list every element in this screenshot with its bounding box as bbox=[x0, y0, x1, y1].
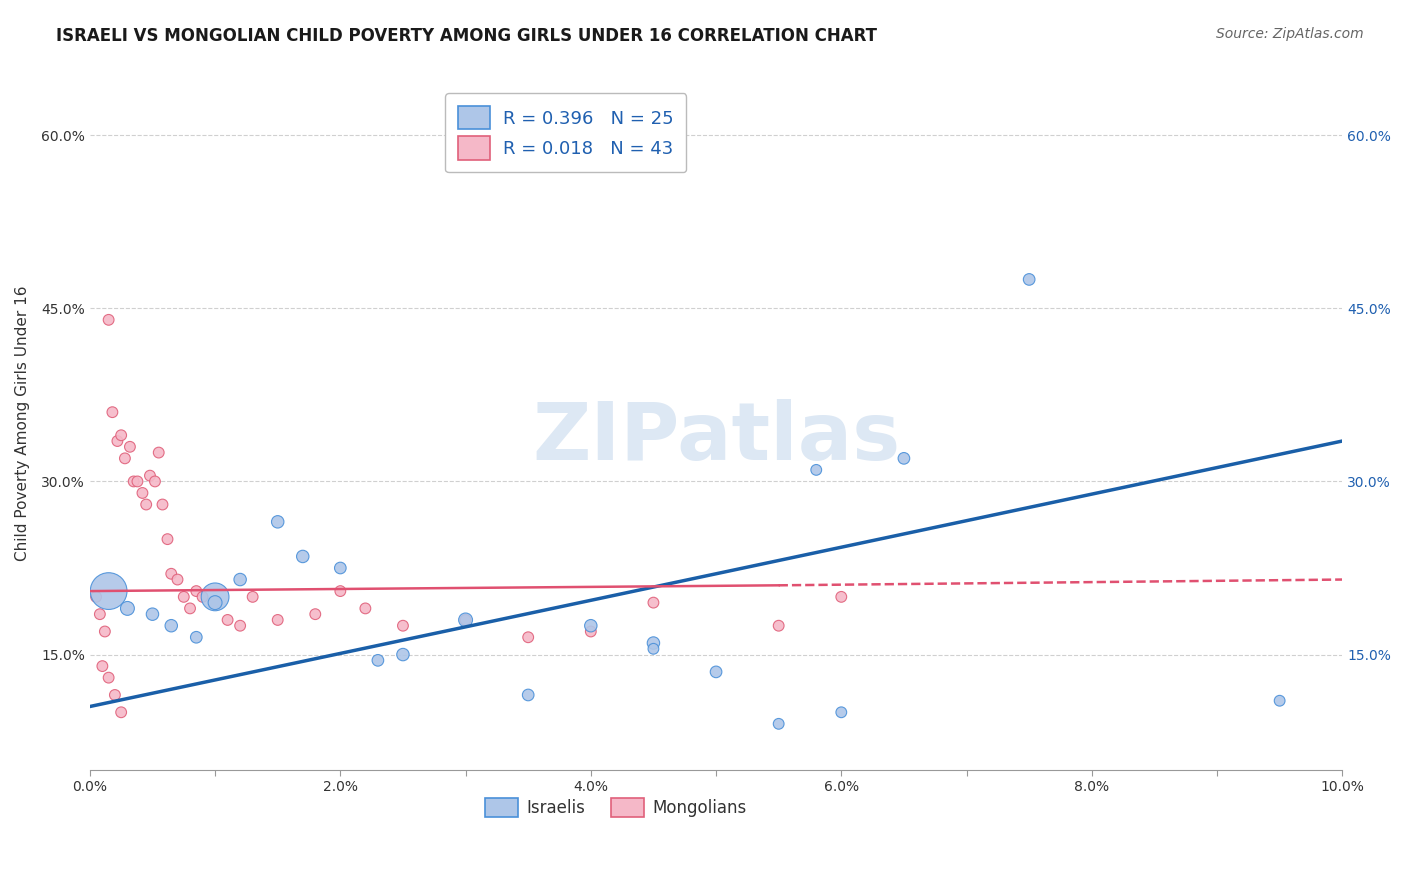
Point bbox=[204, 596, 226, 610]
Point bbox=[204, 590, 226, 604]
Text: ISRAELI VS MONGOLIAN CHILD POVERTY AMONG GIRLS UNDER 16 CORRELATION CHART: ISRAELI VS MONGOLIAN CHILD POVERTY AMONG… bbox=[56, 27, 877, 45]
Point bbox=[806, 463, 828, 477]
Point bbox=[143, 475, 166, 489]
Point bbox=[97, 313, 120, 327]
Point bbox=[267, 613, 290, 627]
Point bbox=[118, 440, 141, 454]
Point bbox=[156, 532, 179, 546]
Legend: Israelis, Mongolians: Israelis, Mongolians bbox=[478, 791, 754, 824]
Point bbox=[517, 630, 540, 644]
Point bbox=[354, 601, 377, 615]
Point bbox=[141, 607, 163, 622]
Point bbox=[97, 584, 120, 599]
Point bbox=[454, 613, 477, 627]
Point bbox=[173, 590, 195, 604]
Point bbox=[191, 590, 214, 604]
Point bbox=[830, 706, 852, 720]
Point bbox=[643, 596, 665, 610]
Point bbox=[229, 618, 252, 632]
Point bbox=[166, 573, 188, 587]
Point bbox=[131, 486, 153, 500]
Point bbox=[392, 618, 415, 632]
Point bbox=[242, 590, 264, 604]
Point bbox=[179, 601, 201, 615]
Point bbox=[105, 434, 128, 448]
Point bbox=[768, 618, 790, 632]
Point bbox=[186, 630, 208, 644]
Point bbox=[830, 590, 852, 604]
Text: Source: ZipAtlas.com: Source: ZipAtlas.com bbox=[1216, 27, 1364, 41]
Point bbox=[643, 636, 665, 650]
Point bbox=[643, 641, 665, 656]
Point bbox=[110, 706, 132, 720]
Point bbox=[329, 561, 352, 575]
Point bbox=[104, 688, 127, 702]
Point bbox=[152, 498, 174, 512]
Point bbox=[97, 671, 120, 685]
Point bbox=[135, 498, 157, 512]
Point bbox=[217, 613, 239, 627]
Point bbox=[84, 590, 107, 604]
Text: ZIPatlas: ZIPatlas bbox=[531, 399, 900, 476]
Point bbox=[91, 659, 114, 673]
Point bbox=[704, 665, 727, 679]
Point bbox=[579, 618, 602, 632]
Y-axis label: Child Poverty Among Girls Under 16: Child Poverty Among Girls Under 16 bbox=[15, 286, 30, 561]
Point bbox=[291, 549, 314, 564]
Point bbox=[204, 596, 226, 610]
Point bbox=[94, 624, 117, 639]
Point bbox=[160, 618, 183, 632]
Point bbox=[893, 451, 915, 466]
Point bbox=[267, 515, 290, 529]
Point bbox=[1268, 694, 1291, 708]
Point bbox=[454, 613, 477, 627]
Point bbox=[329, 584, 352, 599]
Point bbox=[101, 405, 124, 419]
Point bbox=[122, 475, 145, 489]
Point bbox=[579, 624, 602, 639]
Point bbox=[186, 584, 208, 599]
Point bbox=[117, 601, 139, 615]
Point bbox=[768, 716, 790, 731]
Point bbox=[160, 566, 183, 581]
Point bbox=[1018, 272, 1040, 286]
Point bbox=[517, 688, 540, 702]
Point bbox=[229, 573, 252, 587]
Point bbox=[114, 451, 136, 466]
Point bbox=[367, 653, 389, 667]
Point bbox=[139, 468, 162, 483]
Point bbox=[127, 475, 149, 489]
Point bbox=[304, 607, 326, 622]
Point bbox=[110, 428, 132, 442]
Point bbox=[392, 648, 415, 662]
Point bbox=[148, 445, 170, 459]
Point bbox=[89, 607, 111, 622]
